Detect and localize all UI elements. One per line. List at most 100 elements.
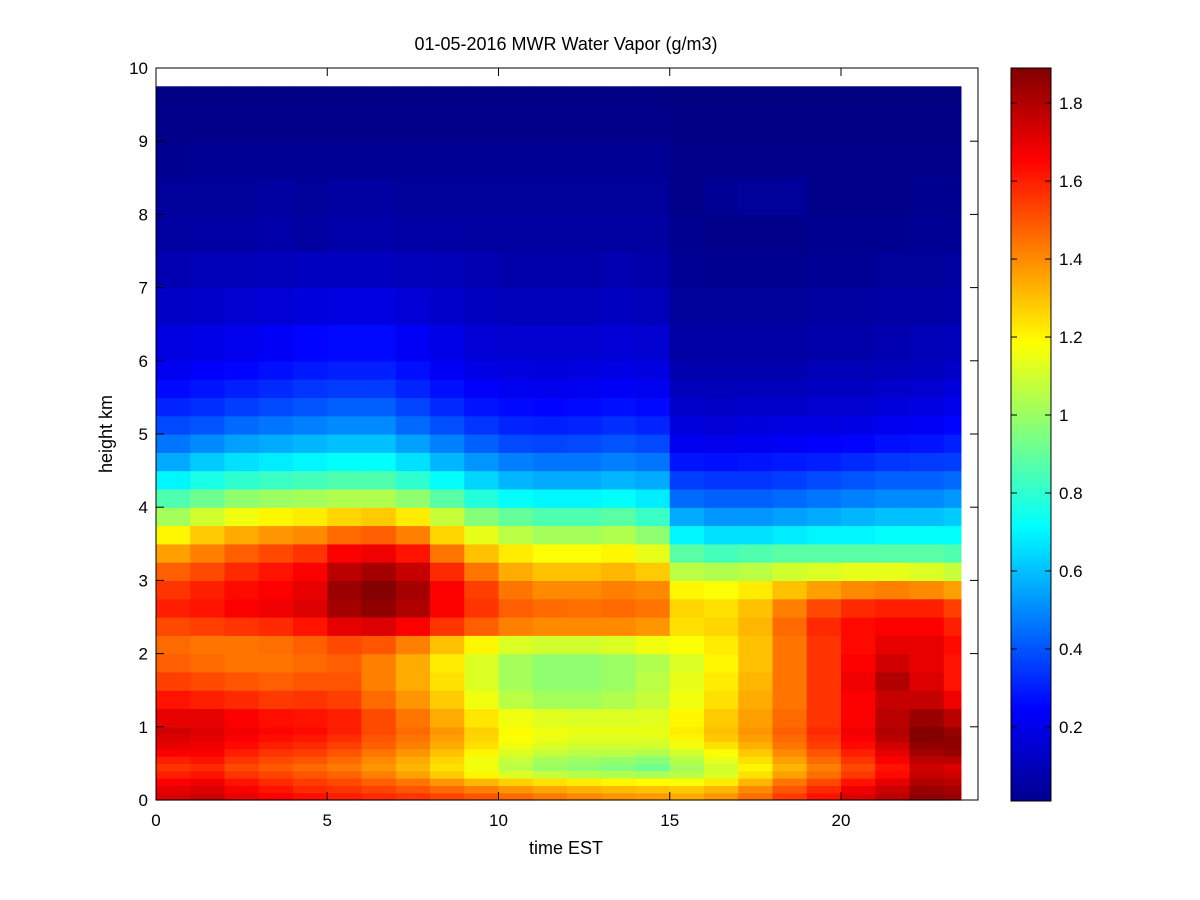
heatmap-cell <box>464 792 500 801</box>
heatmap-cell <box>327 778 363 786</box>
heatmap-cell <box>532 488 568 508</box>
colorbar-tick-label: 1.2 <box>1059 328 1083 347</box>
heatmap-cell <box>498 360 534 380</box>
heatmap-cell <box>635 214 671 252</box>
heatmap-cell <box>909 617 945 636</box>
heatmap-cell <box>361 507 397 527</box>
heatmap-cell <box>156 251 191 289</box>
heatmap-cell <box>156 778 191 786</box>
heatmap-cell <box>293 562 328 581</box>
heatmap-cell <box>635 177 671 215</box>
heatmap-cell <box>224 741 260 750</box>
heatmap-cell <box>430 525 465 545</box>
heatmap-cell <box>909 104 945 142</box>
heatmap-cell <box>738 690 774 710</box>
heatmap-cell <box>704 488 739 508</box>
heatmap-cell <box>293 580 328 600</box>
heatmap-cell <box>806 748 842 757</box>
heatmap-cell <box>806 785 842 794</box>
heatmap-cell <box>669 434 705 453</box>
heatmap-cell <box>806 580 842 600</box>
heatmap-cell <box>430 580 465 600</box>
colorbar <box>1010 67 1052 802</box>
heatmap-cell <box>258 726 294 735</box>
heatmap-cell <box>772 415 808 435</box>
heatmap-cell <box>224 434 260 453</box>
heatmap-cell <box>704 177 739 215</box>
heatmap-cell <box>156 470 191 490</box>
heatmap-cell <box>704 324 739 362</box>
heatmap-cell <box>669 708 705 728</box>
heatmap-cell <box>567 785 602 794</box>
heatmap-cell <box>806 543 842 563</box>
heatmap-cell <box>361 778 397 786</box>
heatmap-cell <box>875 397 911 417</box>
heatmap-cell <box>875 470 911 490</box>
heatmap-cell <box>224 635 260 655</box>
heatmap-cell <box>464 671 500 691</box>
heatmap-cell <box>875 525 911 545</box>
heatmap-cell <box>464 488 500 508</box>
heatmap-cell <box>327 397 363 417</box>
heatmap-cell <box>909 562 945 581</box>
heatmap-cell <box>361 598 397 618</box>
heatmap-cell <box>601 324 637 362</box>
heatmap-cell <box>258 756 294 764</box>
heatmap-cell <box>601 635 637 655</box>
heatmap-cell <box>224 470 260 490</box>
heatmap-cell <box>293 379 328 398</box>
heatmap-cell <box>224 507 260 527</box>
heatmap-cell <box>327 748 363 757</box>
heatmap-cell <box>943 741 962 750</box>
heatmap-cell <box>669 251 705 289</box>
heatmap-cell <box>293 708 328 728</box>
heatmap-cell <box>156 598 191 618</box>
heatmap-cell <box>567 580 602 600</box>
heatmap-cell <box>841 470 876 490</box>
heatmap-cell <box>704 104 739 142</box>
heatmap-cell <box>293 748 328 757</box>
heatmap-cell <box>567 470 602 490</box>
y-tick-label: 9 <box>139 132 148 151</box>
heatmap-cell <box>772 86 808 106</box>
heatmap-cell <box>738 741 774 750</box>
heatmap-cell <box>190 452 226 472</box>
heatmap-cell <box>327 785 363 794</box>
heatmap-cell <box>361 324 397 362</box>
heatmap-cell <box>498 690 534 710</box>
heatmap-cell <box>567 734 602 743</box>
heatmap-cell <box>738 580 774 600</box>
heatmap-cell <box>395 86 431 106</box>
heatmap-cell <box>909 324 945 362</box>
heatmap-cell <box>601 741 637 750</box>
heatmap-cell <box>806 470 842 490</box>
heatmap-cell <box>498 452 534 472</box>
heatmap-cell <box>258 770 294 779</box>
heatmap-cell <box>738 734 774 743</box>
heatmap-cell <box>909 726 945 735</box>
heatmap-cell <box>669 86 705 106</box>
heatmap-cell <box>224 748 260 757</box>
heatmap-cell <box>395 251 431 289</box>
heatmap-cell <box>327 214 363 252</box>
heatmap-cell <box>258 708 294 728</box>
heatmap-cell <box>772 562 808 581</box>
heatmap-cell <box>669 726 705 735</box>
heatmap-cell <box>293 415 328 435</box>
heatmap-cells <box>156 86 962 801</box>
heatmap-cell <box>909 141 945 179</box>
heatmap-cell <box>909 86 945 106</box>
heatmap-cell <box>156 671 191 691</box>
heatmap-cell <box>669 792 705 801</box>
heatmap-cell <box>772 141 808 179</box>
heatmap-cell <box>156 763 191 772</box>
heatmap-cell <box>156 785 191 794</box>
heatmap-cell <box>875 562 911 581</box>
heatmap-cell <box>635 360 671 380</box>
heatmap-cell <box>841 488 876 508</box>
heatmap-cell <box>190 580 226 600</box>
heatmap-cell <box>601 785 637 794</box>
heatmap-cell <box>190 748 226 757</box>
heatmap-cell <box>224 287 260 325</box>
heatmap-cell <box>361 525 397 545</box>
